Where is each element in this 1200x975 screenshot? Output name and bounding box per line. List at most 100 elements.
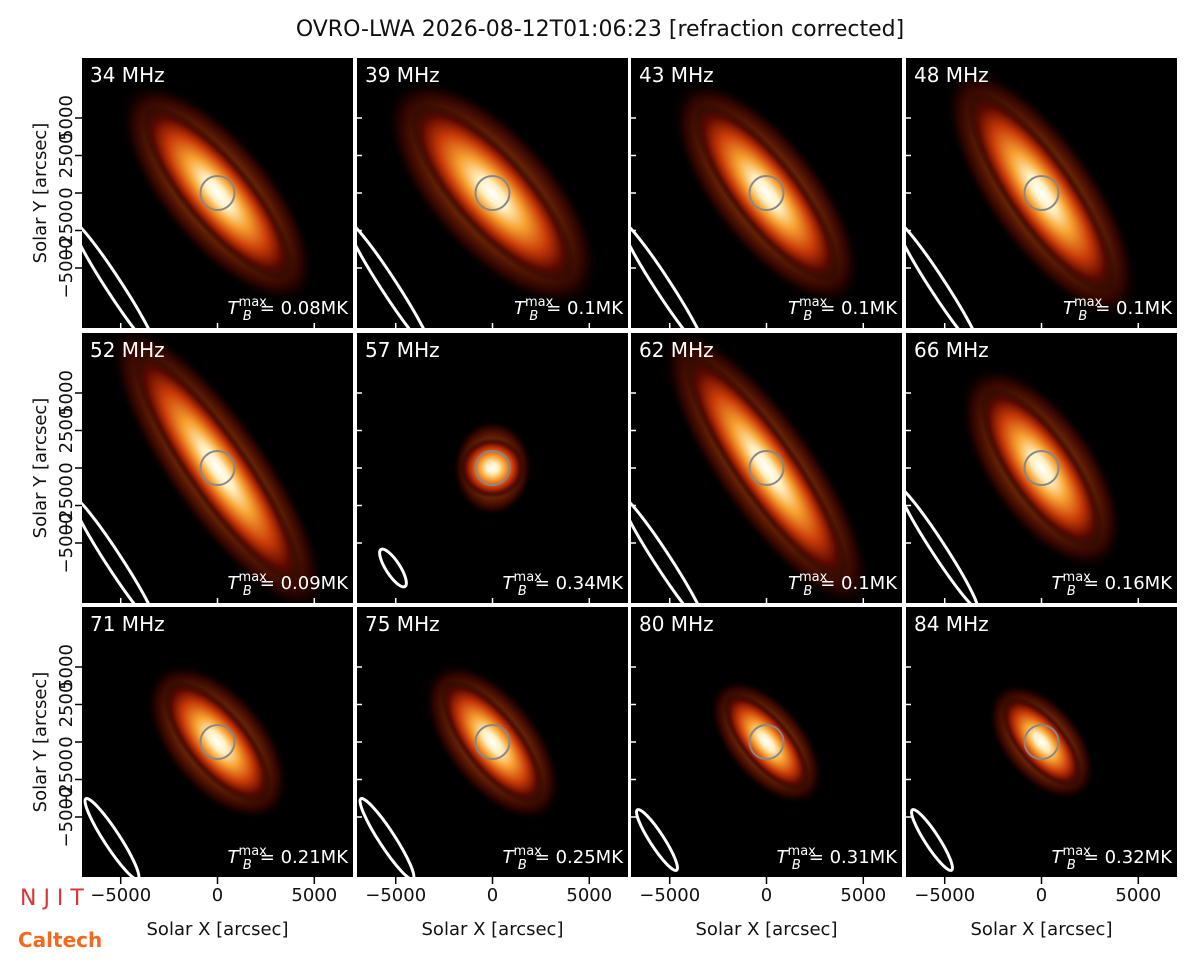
tb-value: = 0.31MK <box>809 847 898 868</box>
solar-disk <box>474 450 511 486</box>
x-axis-label: Solar X [arcsec] <box>696 919 838 940</box>
tb-sup: max <box>514 844 543 859</box>
beam <box>635 808 679 872</box>
panel-title: 52 MHz <box>90 338 165 362</box>
y-tick-label: −5000 <box>56 513 77 574</box>
beam <box>82 493 159 603</box>
panel: 52 MHz Tmax B = 0.09MK −5000−2500 0 25005000So… <box>30 333 353 603</box>
beam <box>906 485 980 603</box>
x-axis-label: Solar X [arcsec] <box>971 919 1113 940</box>
emission <box>979 387 1104 549</box>
tb-symbol: T <box>503 847 516 868</box>
solar-disk <box>1023 724 1060 760</box>
x-axis-label: Solar X [arcsec] <box>147 919 289 940</box>
beam <box>910 808 954 872</box>
solar-disk <box>748 724 785 760</box>
panel-title: 62 MHz <box>639 338 714 362</box>
tb-annotation: Tmax B = 0.34MK <box>503 570 625 599</box>
tb-sup: max <box>239 570 268 585</box>
tb-sub: B <box>243 858 252 873</box>
tb-annotation: Tmax B = 0.1MK <box>788 295 898 324</box>
solar-disk <box>199 724 236 760</box>
solar-disk <box>474 724 511 760</box>
panel-title: 80 MHz <box>639 612 714 636</box>
y-tick-label: 5000 <box>56 370 77 416</box>
x-tick-label: −5000 <box>914 885 975 906</box>
panel: 34 MHz Tmax B = 0.08MK −5000−2500 0 25005000So… <box>30 58 353 328</box>
tb-sub: B <box>243 584 252 599</box>
tb-sup: max <box>239 295 268 310</box>
panel-title: 71 MHz <box>90 612 165 636</box>
y-tick-label: −2500 <box>56 475 77 536</box>
tb-sub: B <box>518 584 527 599</box>
solar-disk <box>1023 175 1060 211</box>
tb-sub: B <box>243 309 252 324</box>
panel-title: 66 MHz <box>914 338 989 362</box>
y-tick-label: −2500 <box>56 200 77 261</box>
x-tick-label: 0 <box>761 885 772 906</box>
tb-sub: B <box>803 584 812 599</box>
panel: 66 MHz Tmax B = 0.16MK <box>906 333 1177 603</box>
tb-value: = 0.16MK <box>1084 573 1173 594</box>
panel: 57 MHz Tmax B = 0.34MK <box>357 333 628 603</box>
panel-image <box>378 420 533 589</box>
tb-annotation: Tmax B = 0.25MK <box>503 844 625 873</box>
tb-value: = 0.1MK <box>546 298 624 319</box>
y-tick-label: 2500 <box>56 682 77 728</box>
beam <box>83 797 141 877</box>
y-tick-label: 0 <box>56 736 77 747</box>
tb-value: = 0.09MK <box>260 573 349 594</box>
tb-sup: max <box>799 295 828 310</box>
beam <box>82 218 159 328</box>
y-tick-label: −5000 <box>56 787 77 848</box>
y-tick-label: 5000 <box>56 644 77 690</box>
tb-sub: B <box>1078 309 1087 324</box>
panel: 48 MHz Tmax B = 0.1MK <box>906 58 1177 328</box>
logo-caltech: Caltech <box>18 928 102 952</box>
tb-annotation: Tmax B = 0.16MK <box>1052 570 1174 599</box>
tb-annotation: Tmax B = 0.09MK <box>228 570 350 599</box>
tb-symbol: T <box>503 573 516 594</box>
beam <box>906 218 983 328</box>
y-axis-label: Solar Y [arcsec] <box>30 398 51 539</box>
tb-symbol: T <box>1052 573 1065 594</box>
x-tick-label: −5000 <box>639 885 700 906</box>
tb-sub: B <box>1067 858 1076 873</box>
emission <box>410 103 575 283</box>
y-tick-label: 0 <box>56 462 77 473</box>
tb-sub: B <box>1067 584 1076 599</box>
beam <box>358 797 416 877</box>
y-tick-label: 2500 <box>56 408 77 454</box>
x-tick-label: 5000 <box>1115 885 1161 906</box>
emission <box>141 105 294 281</box>
tb-value: = 0.21MK <box>260 847 349 868</box>
solar-disk <box>199 450 236 486</box>
panel-title: 48 MHz <box>914 63 989 87</box>
tb-value: = 0.34MK <box>535 573 624 594</box>
y-tick-label: −2500 <box>56 749 77 810</box>
beam <box>631 218 708 328</box>
tb-value: = 0.25MK <box>535 847 624 868</box>
tb-sup: max <box>525 295 554 310</box>
beam <box>378 547 408 589</box>
tb-value: = 0.08MK <box>260 298 349 319</box>
panel-image <box>631 79 862 328</box>
panel: 62 MHz Tmax B = 0.1MK <box>631 333 902 603</box>
beam <box>357 218 434 328</box>
panel-title: 75 MHz <box>365 612 440 636</box>
x-tick-label: −5000 <box>90 885 151 906</box>
tb-sup: max <box>1063 570 1092 585</box>
tb-annotation: Tmax B = 0.21MK <box>228 844 350 873</box>
y-axis-label: Solar Y [arcsec] <box>30 123 51 264</box>
x-tick-label: −5000 <box>365 885 426 906</box>
tb-symbol: T <box>777 847 790 868</box>
panel-image <box>82 81 316 328</box>
y-tick-label: 2500 <box>56 133 77 179</box>
panel-title: 84 MHz <box>914 612 989 636</box>
solar-disk <box>748 175 785 211</box>
panel-title: 34 MHz <box>90 63 165 87</box>
tb-sup: max <box>788 844 817 859</box>
tb-sub: B <box>529 309 538 324</box>
